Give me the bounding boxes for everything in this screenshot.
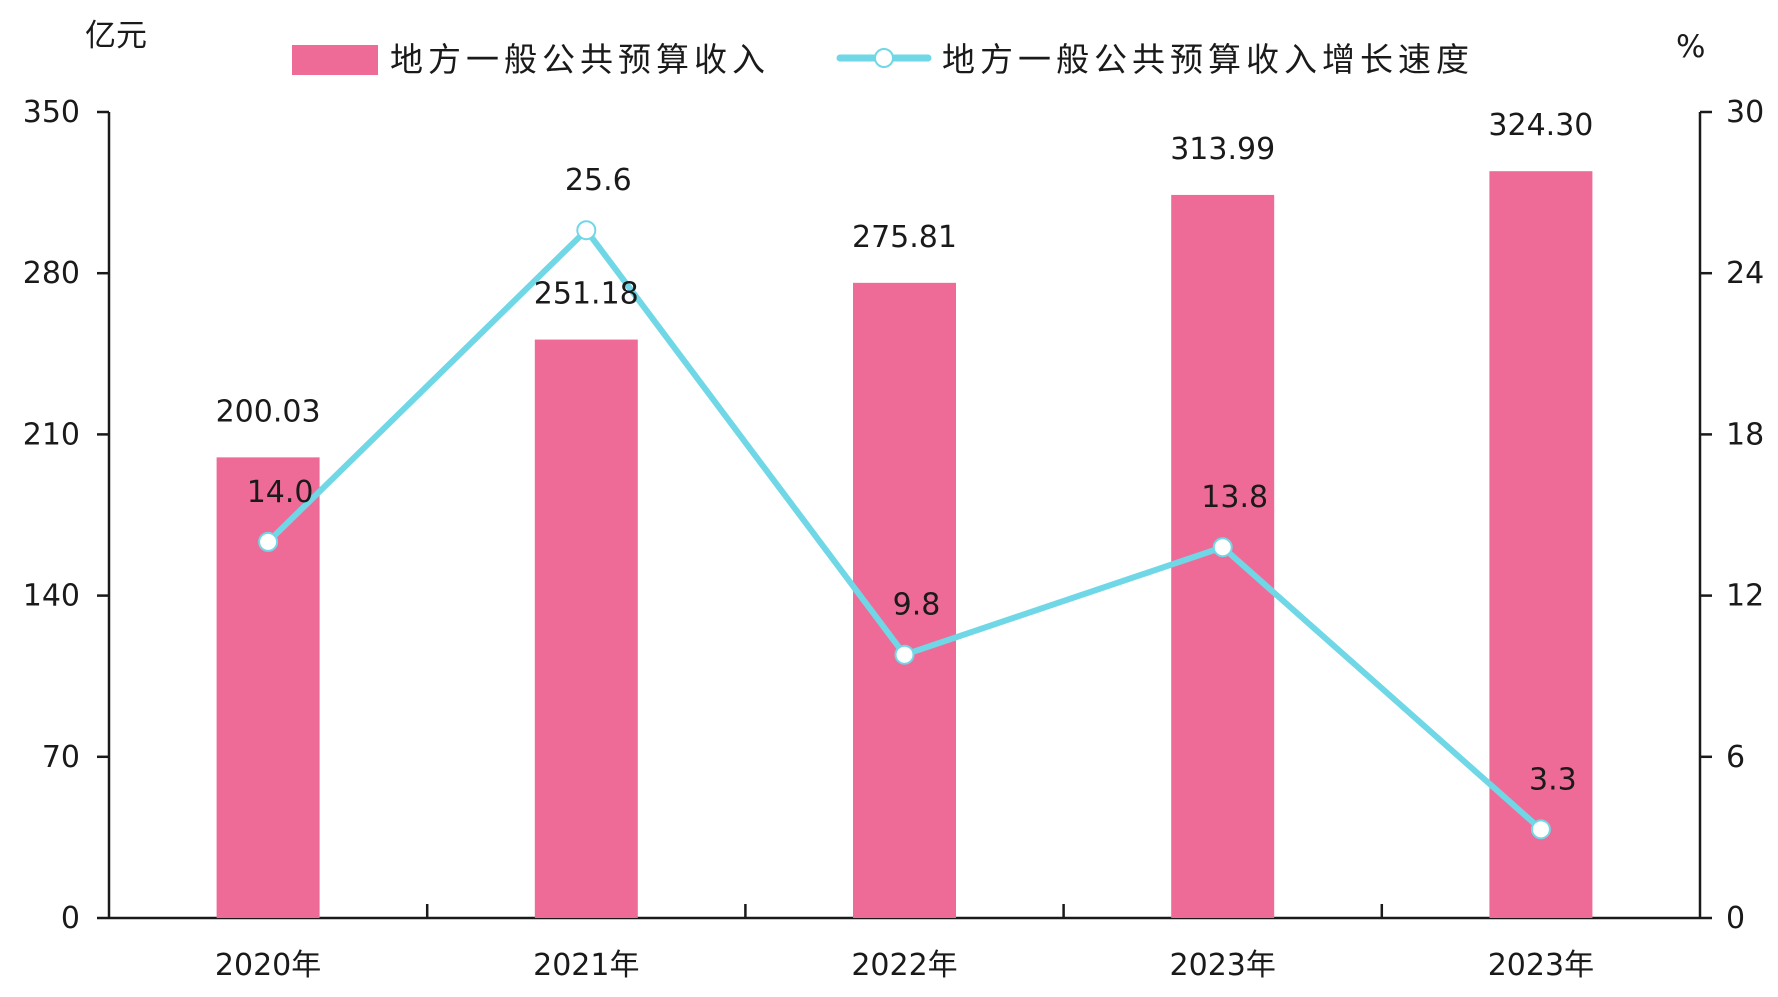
bar-value-label: 324.30 [1488, 108, 1593, 143]
bar-value-label: 275.81 [852, 220, 957, 255]
legend-line-marker [874, 48, 894, 68]
left-tick-label: 280 [23, 256, 80, 291]
left-tick-label: 140 [23, 579, 80, 614]
left-axis-unit: 亿元 [85, 18, 147, 54]
bar [216, 457, 320, 918]
bar [853, 282, 956, 918]
line-point [576, 220, 597, 241]
legend: 地方一般公共预算收入 地方一般公共预算收入增长速度 [292, 40, 1474, 79]
line-series [258, 220, 1551, 840]
line-value-label: 25.6 [565, 163, 632, 198]
legend-bar-label: 地方一般公共预算收入 [390, 40, 770, 79]
right-tick-label: 0 [1726, 901, 1745, 936]
x-category-label: 2020年 [215, 948, 321, 983]
right-tick-label: 24 [1726, 256, 1764, 291]
bar [1489, 171, 1593, 919]
bar-value-label: 251.18 [534, 277, 639, 312]
left-tick-label: 210 [23, 417, 80, 452]
x-category-label: 2023年 [1488, 948, 1594, 983]
right-axis-ticks: 0 6 12 18 24 30 [1700, 95, 1764, 936]
x-category-label: 2023年 [1170, 948, 1276, 983]
right-tick-label: 6 [1726, 740, 1745, 775]
line-point [1212, 537, 1233, 558]
line-point [1530, 819, 1551, 840]
left-tick-label: 0 [61, 901, 80, 936]
right-tick-label: 30 [1726, 95, 1764, 130]
bar-value-label: 313.99 [1170, 132, 1275, 167]
x-category-label: 2021年 [533, 948, 639, 983]
data-labels: 200.03 251.18 275.81 313.99 324.30 14.0 25.6 9.… [216, 108, 1594, 797]
bar-value-label: 200.03 [216, 394, 321, 429]
right-tick-label: 12 [1726, 579, 1764, 614]
right-tick-label: 18 [1726, 417, 1764, 452]
left-tick-label: 350 [23, 95, 80, 130]
line-point [894, 644, 915, 665]
line-value-label: 13.8 [1201, 480, 1268, 515]
bar-series [216, 171, 1593, 919]
left-tick-label: 70 [42, 740, 80, 775]
line-value-label: 3.3 [1529, 762, 1577, 797]
legend-bar-swatch [292, 45, 378, 75]
x-category-label: 2022年 [851, 948, 957, 983]
bar [534, 339, 638, 918]
line-value-label: 14.0 [247, 475, 314, 510]
legend-line-label: 地方一般公共预算收入增长速度 [942, 40, 1474, 79]
line-point [258, 531, 279, 552]
x-axis-ticks: 2020年 2021年 2022年 2023年 2023年 [215, 904, 1594, 983]
line-value-label: 9.8 [893, 588, 941, 623]
right-axis-unit: % [1676, 29, 1705, 65]
left-axis-ticks: 0 70 140 210 280 350 [23, 95, 109, 936]
